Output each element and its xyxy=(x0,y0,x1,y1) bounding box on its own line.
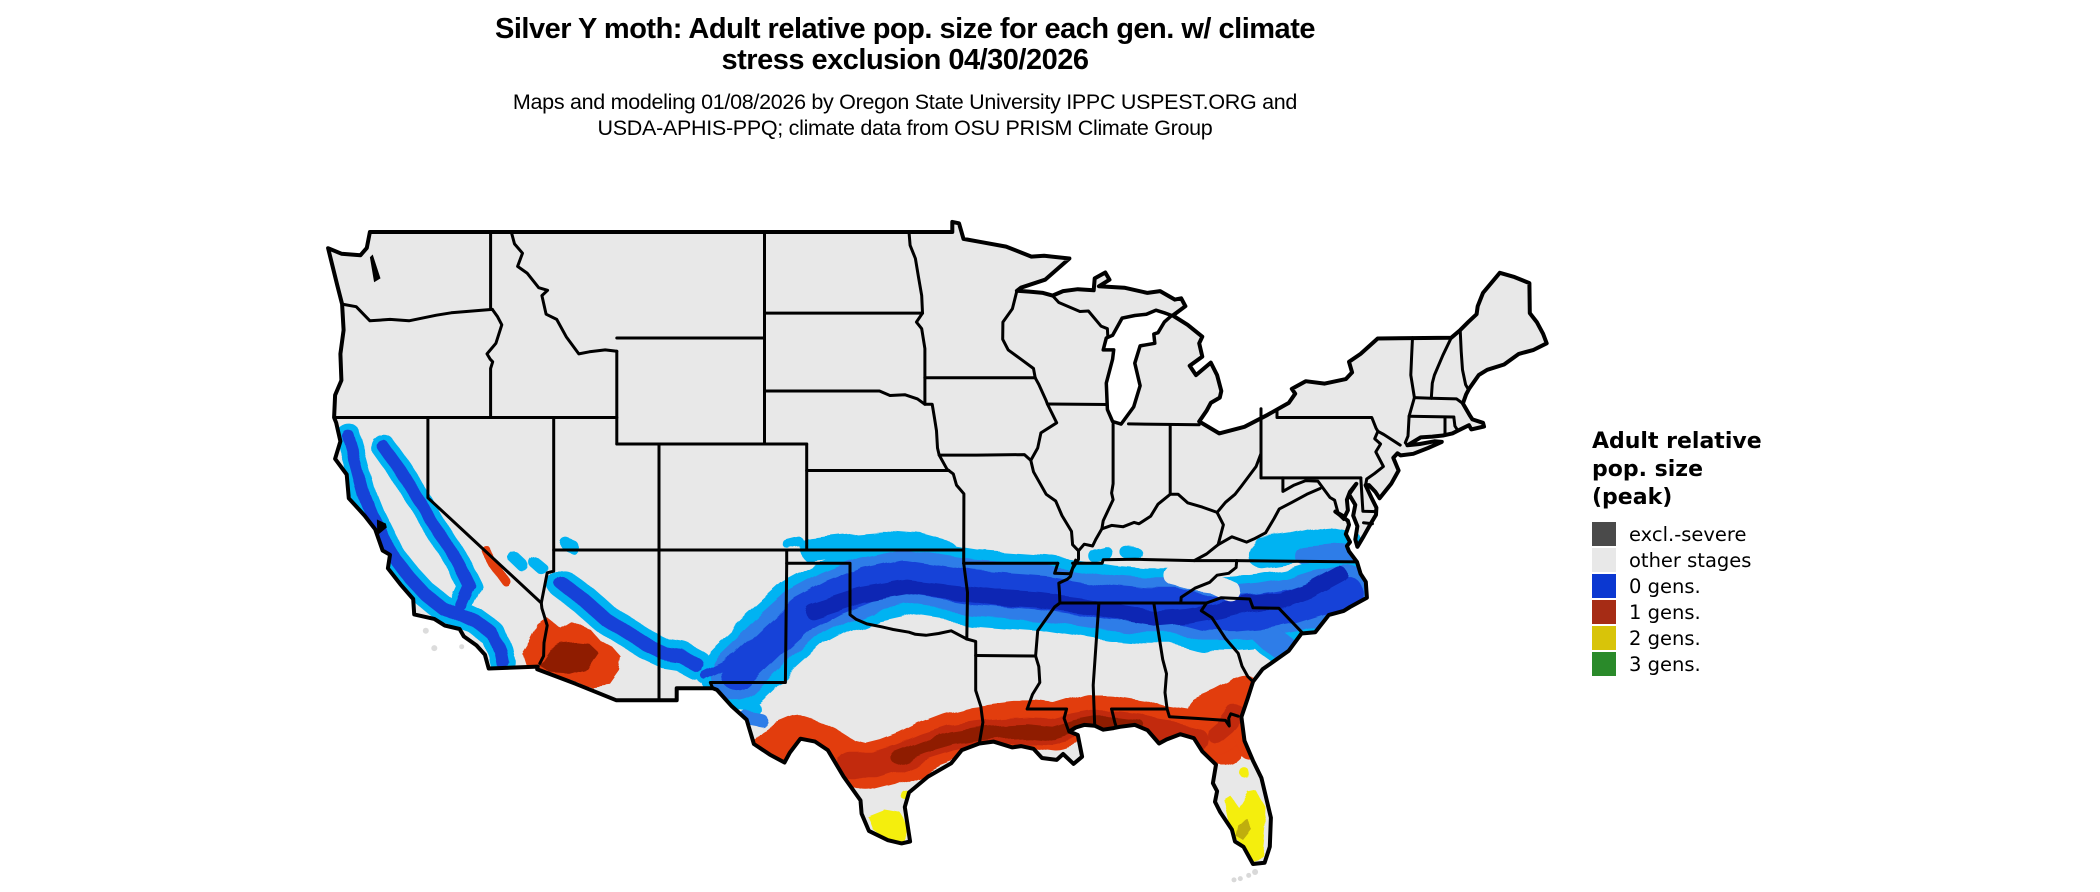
channel-island xyxy=(422,627,429,634)
state-borders xyxy=(332,230,1470,745)
map-title-line1: Silver Y moth: Adult relative pop. size … xyxy=(495,13,1315,45)
florida-keys xyxy=(1237,876,1243,882)
map-subtitle-line2: USDA-APHIS-PPQ; climate data from OSU PR… xyxy=(597,116,1213,140)
legend-item-label: 3 gens. xyxy=(1629,652,1701,676)
legend-item-other-stages: other stages xyxy=(1592,547,1852,573)
legend-swatch-icon xyxy=(1592,522,1616,546)
legend-item-label: 1 gens. xyxy=(1629,600,1701,624)
legend-item-2-gens: 2 gens. xyxy=(1592,625,1852,651)
map-title: Silver Y moth: Adult relative pop. size … xyxy=(330,14,1480,76)
legend-item-label: 2 gens. xyxy=(1629,626,1701,650)
map-subtitle: Maps and modeling 01/08/2026 by Oregon S… xyxy=(330,89,1480,141)
legend-title: Adult relative pop. size (peak) xyxy=(1592,428,1852,512)
legend-swatch-icon xyxy=(1592,652,1616,676)
legend-item-label: excl.-severe xyxy=(1629,522,1747,546)
channel-island xyxy=(431,645,438,652)
legend-item-1-gens: 1 gens. xyxy=(1592,599,1852,625)
legend-item-0-gens: 0 gens. xyxy=(1592,573,1852,599)
legend-title-line3: (peak) xyxy=(1592,485,1673,510)
nation-outline xyxy=(326,219,1549,866)
channel-island xyxy=(459,644,465,650)
map-title-line2: stress exclusion 04/30/2026 xyxy=(721,44,1089,76)
legend-title-line2: pop. size xyxy=(1592,457,1703,482)
legend-swatch-icon xyxy=(1592,600,1616,624)
legend-item-label: other stages xyxy=(1629,548,1752,572)
florida-keys xyxy=(1231,877,1237,883)
lake-michigan xyxy=(1101,308,1174,426)
puget-sound xyxy=(369,254,381,283)
florida-keys xyxy=(1246,872,1252,878)
legend: Adult relative pop. size (peak) excl.-se… xyxy=(1592,428,1852,677)
legend-items: excl.-severe other stages 0 gens. 1 gens. 2 … xyxy=(1592,521,1852,677)
legend-item-label: 0 gens. xyxy=(1629,574,1701,598)
san-francisco-bay xyxy=(376,519,387,536)
legend-item-3-gens: 3 gens. xyxy=(1592,651,1852,677)
legend-swatch-icon xyxy=(1592,626,1616,650)
florida-keys xyxy=(1252,869,1259,875)
legend-swatch-icon xyxy=(1592,574,1616,598)
header: Silver Y moth: Adult relative pop. size … xyxy=(330,14,1480,141)
legend-item-excl-severe: excl.-severe xyxy=(1592,521,1852,547)
legend-swatch-icon xyxy=(1592,548,1616,572)
map-subtitle-line1: Maps and modeling 01/08/2026 by Oregon S… xyxy=(512,90,1298,114)
legend-title-line1: Adult relative xyxy=(1592,429,1762,454)
